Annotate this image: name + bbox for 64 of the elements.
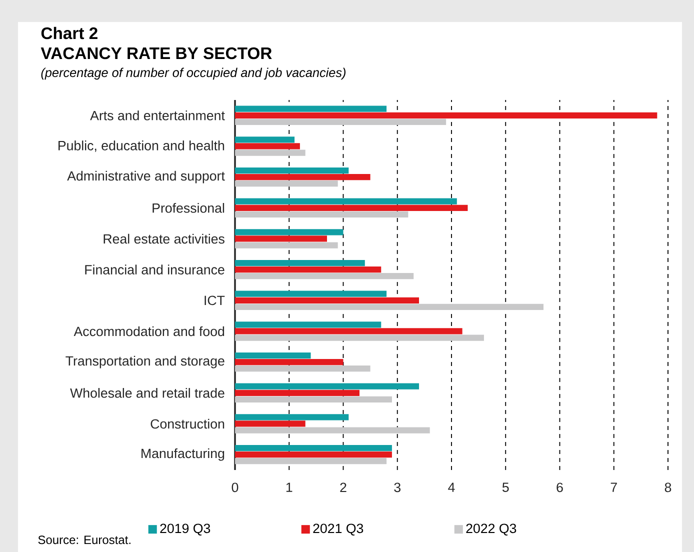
bar [235,334,484,341]
text: Chart 2 [41,26,98,40]
bar [235,198,457,204]
x-tick-label: 3 [394,482,400,492]
bar [235,322,382,328]
bar [235,427,430,434]
y-tick-label: ICT [204,296,225,306]
legend-label: 2021 Q3 [313,524,364,536]
bar [235,273,414,280]
bar [235,366,370,372]
y-tick-label: Arts and entertainment [90,110,225,120]
x-tick-label: 1 [286,482,292,492]
bar [235,236,328,242]
legend-label: 2019 Q3 [160,524,210,536]
x-tick-label: 7 [610,482,617,492]
bar [235,143,300,150]
source-note: Source: Eurostat. [38,536,130,544]
bar [235,458,387,464]
bar [235,383,420,390]
x-tick-label: 0 [232,482,238,492]
x-tick-label: 2 [340,482,346,492]
bar [235,352,311,359]
bar [235,242,338,248]
x-tick-label: 5 [502,482,509,492]
y-tick-label: Accommodation and food [74,326,224,336]
y-tick-label: Professional [152,203,224,213]
bar [235,204,468,211]
bar [235,396,392,403]
y-tick-label: Financial and insurance [85,264,224,274]
bar [235,174,370,180]
bar [235,150,306,156]
y-tick-label: Administrative and support [67,170,225,184]
y-tick-label: Transportation and storage [66,356,224,368]
x-tick-label: 6 [556,482,563,492]
x-tick-label: 4 [448,482,455,492]
bar [235,260,365,266]
y-tick-label: Public, education and health [58,140,224,152]
bar [235,266,382,273]
bar [235,452,392,458]
y-tick-label: Manufacturing [142,448,224,461]
bar [235,290,387,297]
bar [235,297,420,304]
x-tick-label: 8 [664,482,672,492]
bar [235,390,360,396]
chart-subtitle: VACANCY RATE BY SECTOR [40,47,272,60]
legend-label: 2022 Q3 [466,524,516,536]
bar [235,118,446,126]
bar [235,420,306,427]
y-tick-label: Real estate activities [104,234,224,244]
y-tick-label: Construction [150,418,224,429]
bar [235,211,408,218]
bar [235,444,392,452]
bar [235,106,387,112]
bar [235,180,338,187]
bar [235,328,462,334]
bar [235,167,349,174]
bar [235,112,658,118]
y-tick-label: Wholesale and retail trade [70,388,224,398]
text: (percentage of number of occupied and job vacancies) [41,68,346,80]
bar [235,414,349,420]
bar [235,136,295,143]
bar [235,304,544,310]
bar [235,229,344,236]
bar [235,359,344,366]
